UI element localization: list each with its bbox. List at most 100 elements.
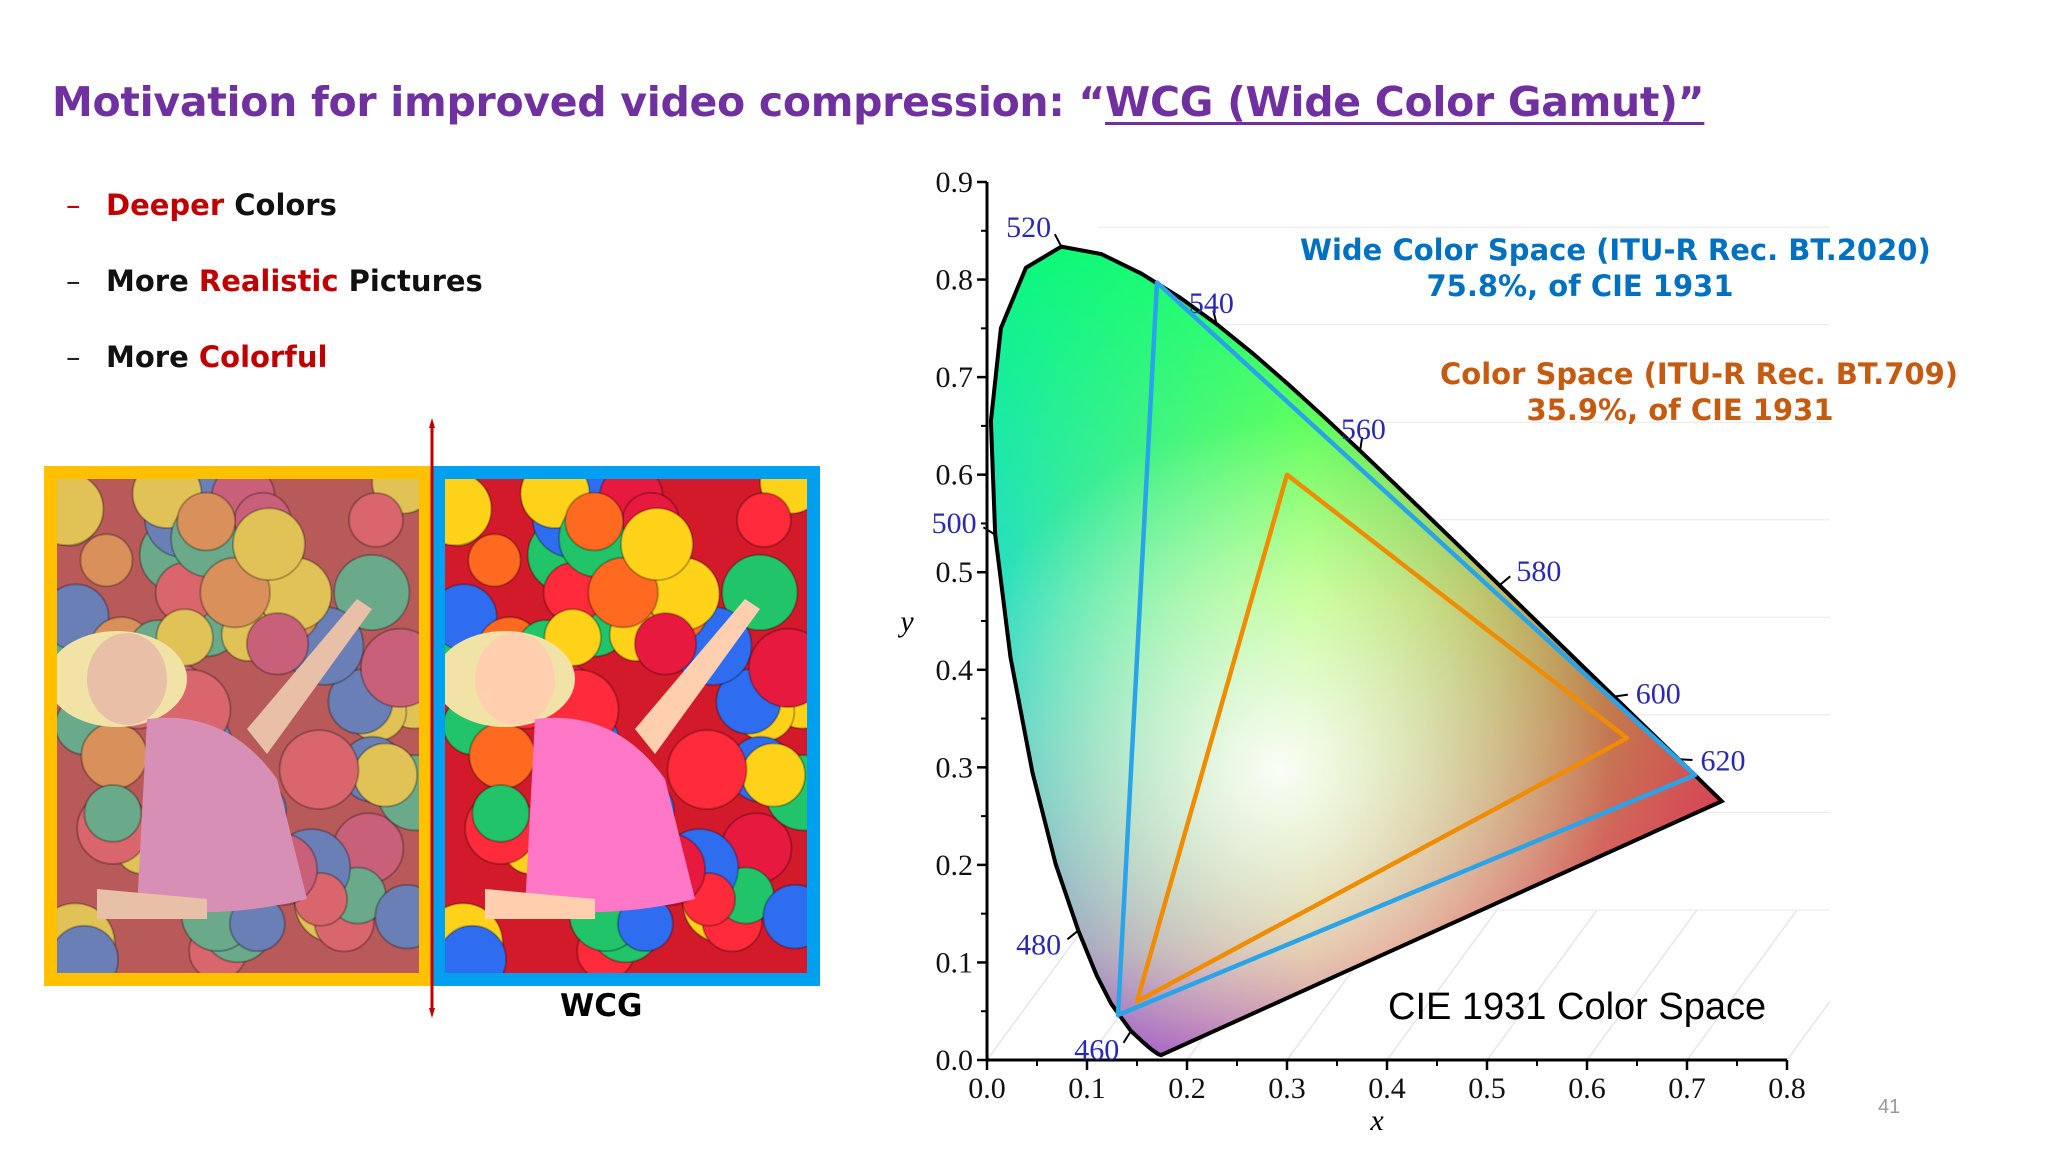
cie-1931-chart: 0.0 0.1 0.2 0.3 0.4 0.5 0.6 0.7 0.8 0.0 0.1 0.2 0.3 0… [897, 166, 1830, 1137]
title-prefix: Motivation for improved video compressio… [52, 78, 1106, 126]
x-tick-label: 0.8 [1768, 1072, 1806, 1105]
ball [80, 722, 149, 790]
wavelength-tick [982, 526, 996, 536]
page-number: 41 [1878, 1096, 1901, 1118]
ball [359, 627, 419, 709]
bullet-text: More [106, 264, 199, 298]
ball [735, 491, 792, 548]
ball [57, 924, 120, 973]
wavelength-label: 600 [1636, 678, 1681, 711]
comparison-divider [429, 418, 435, 1018]
ball [374, 883, 419, 950]
ball [353, 742, 419, 808]
ball [468, 722, 537, 790]
y-tick-label: 0.8 [936, 264, 974, 297]
x-tick-label: 0.4 [1368, 1072, 1406, 1105]
ball [231, 507, 306, 582]
x-tick-label: 0.1 [1068, 1072, 1106, 1105]
y-tick-label: 0.7 [936, 361, 974, 394]
slide-title: Motivation for improved video compressio… [52, 78, 1705, 126]
x-tick-label: 0.2 [1168, 1072, 1206, 1105]
ball [633, 612, 698, 676]
hand [485, 889, 595, 919]
grid-line [1586, 909, 1698, 1061]
ball [471, 784, 531, 843]
y-tick-label: 0.5 [936, 556, 974, 589]
y-tick-label: 0.1 [936, 946, 974, 979]
x-tick-label: 0.0 [968, 1072, 1006, 1105]
y-tick-label: 0.6 [936, 459, 974, 492]
wavelength-label: 620 [1700, 745, 1745, 778]
bullet-highlight: Realistic [198, 264, 339, 298]
ball [245, 612, 310, 676]
ball [666, 729, 748, 811]
arm [635, 599, 760, 754]
wavelength-label: 460 [1074, 1034, 1119, 1067]
y-axis-label: y [897, 605, 914, 638]
ball [619, 507, 694, 582]
shirt [525, 717, 695, 913]
bullet-text: Colors [224, 188, 337, 222]
hand [97, 889, 207, 919]
photo-wide-color-gamut [432, 466, 820, 986]
wavelength-tick [1498, 575, 1511, 587]
ball [347, 491, 404, 548]
wavelength-tick [1066, 929, 1079, 941]
cie-caption: CIE 1931 Color Space [1388, 986, 1767, 1028]
x-tick-label: 0.5 [1468, 1072, 1506, 1105]
title-link[interactable]: WCG (Wide Color Gamut)” [1105, 78, 1705, 126]
wavelength-tick [1122, 1030, 1132, 1044]
y-tick-label: 0.4 [936, 654, 974, 687]
y-tick-label: 0.9 [936, 166, 974, 199]
bullet-text: More [106, 340, 199, 374]
bt709-annotation: Color Space (ITU-R Rec. BT.709) 35.9%, o… [1440, 356, 1959, 428]
x-tick-label: 0.7 [1668, 1072, 1706, 1105]
bt709-title: Color Space (ITU-R Rec. BT.709) [1440, 357, 1959, 391]
shirt [137, 717, 307, 913]
bullet-text: Pictures [338, 264, 483, 298]
arm [247, 599, 372, 754]
bullet-more-colorful: – More Colorful [66, 340, 327, 374]
grid-line [1786, 1000, 1830, 1061]
ball [762, 883, 807, 950]
bt709-coverage: 35.9%, of CIE 1931 [1526, 393, 1834, 427]
ball [176, 491, 237, 552]
face [87, 633, 167, 725]
wavelength-tick [1613, 693, 1629, 698]
ball-pit-image-desaturated [57, 479, 419, 973]
wavelength-label: 560 [1341, 413, 1386, 446]
y-tick-label: 0.0 [936, 1044, 974, 1077]
photo-standard-gamut [44, 466, 432, 986]
bullet-dash: – [66, 264, 81, 298]
ball [57, 479, 105, 547]
y-tick-label: 0.2 [936, 849, 974, 882]
ball [741, 742, 807, 808]
wavelength-label: 480 [1016, 928, 1061, 961]
bt709-triangle [1134, 472, 1630, 1004]
y-tick-label: 0.3 [936, 751, 974, 784]
ball [467, 533, 522, 588]
wavelength-label: 500 [932, 507, 977, 540]
bullet-deeper-colors: – Deeper Colors [66, 188, 337, 222]
ball [445, 924, 508, 973]
chart-axes: 0.0 0.1 0.2 0.3 0.4 0.5 0.6 0.7 0.8 0.0 0.1 0.2 0.3 0… [897, 166, 1805, 1137]
x-tick-label: 0.6 [1568, 1072, 1606, 1105]
wcg-label: WCG [560, 988, 643, 1024]
bt2020-title: Wide Color Space (ITU-R Rec. BT.2020) [1300, 233, 1931, 267]
face [475, 633, 555, 725]
wavelength-label: 540 [1189, 287, 1234, 320]
wavelength-tick [1053, 233, 1063, 248]
bullet-realistic-pictures: – More Realistic Pictures [66, 264, 483, 298]
grid-line [1386, 909, 1498, 1061]
ball [445, 479, 493, 547]
grid-line [1486, 909, 1598, 1061]
wavelength-labels: 460 480 500 520 540 560 580 600 620 [932, 211, 1746, 1067]
wavelength-label: 520 [1006, 211, 1051, 244]
bt2020-coverage: 75.8%, of CIE 1931 [1426, 269, 1734, 303]
bt2020-annotation: Wide Color Space (ITU-R Rec. BT.2020) 75… [1300, 232, 1931, 304]
bullet-highlight: Colorful [198, 340, 328, 374]
ball-pit-image-vivid [445, 479, 807, 973]
wavelength-tick [1359, 436, 1364, 451]
bullet-highlight: Deeper [106, 188, 225, 222]
bullet-dash: – [66, 188, 81, 222]
